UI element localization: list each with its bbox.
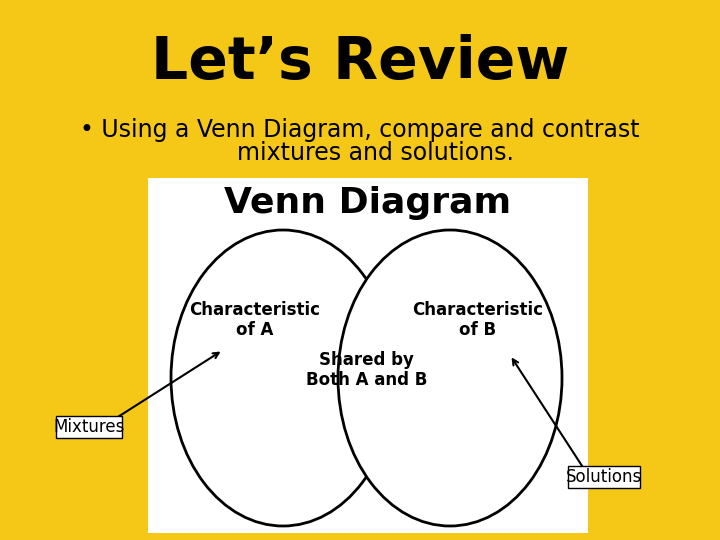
Text: • Using a Venn Diagram, compare and contrast: • Using a Venn Diagram, compare and cont…: [80, 118, 640, 142]
Text: Venn Diagram: Venn Diagram: [225, 186, 512, 220]
Text: Characteristic
of A: Characteristic of A: [189, 301, 320, 340]
Text: mixtures and solutions.: mixtures and solutions.: [207, 141, 513, 165]
Text: Mixtures: Mixtures: [53, 418, 125, 436]
Text: Characteristic
of B: Characteristic of B: [413, 301, 544, 340]
Bar: [56, 416, 122, 438]
Text: Solutions: Solutions: [566, 468, 642, 486]
Bar: [148, 178, 588, 533]
Text: Shared by
Both A and B: Shared by Both A and B: [306, 350, 427, 389]
Ellipse shape: [171, 230, 395, 526]
Text: Let’s Review: Let’s Review: [151, 33, 569, 91]
Ellipse shape: [338, 230, 562, 526]
Bar: [568, 466, 640, 488]
